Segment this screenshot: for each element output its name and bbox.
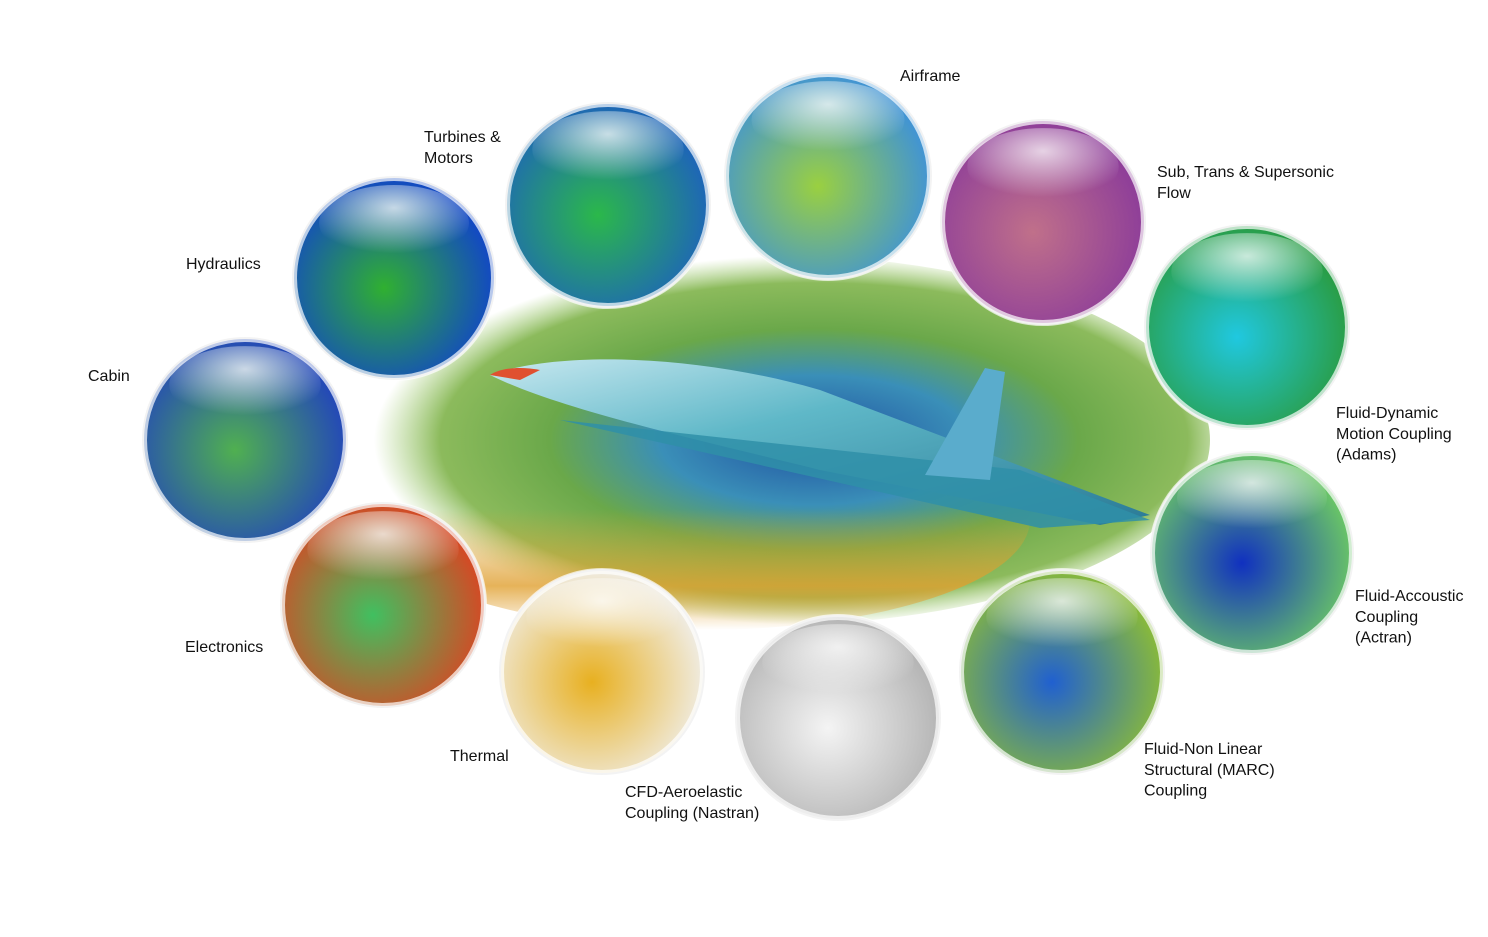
circle-edge [939,118,1147,326]
topic-circles [141,71,1355,822]
topic-label: Sub, Trans & Supersonic [1157,164,1334,181]
topic-circle [1143,223,1351,431]
topic-label: Coupling (Nastran) [625,805,759,822]
topic-labels: Turbines & Motors Airframe Sub, Trans & Sup… [88,68,1463,822]
circle-edge [958,568,1166,776]
topic-circle [141,336,349,544]
topic-label: Coupling [1355,609,1418,626]
topic-circle [734,614,942,822]
topic-label: Airframe [900,68,961,85]
topic-circle [939,118,1147,326]
aircraft [490,359,1150,528]
circle-gloss [169,346,321,423]
circle-gloss [532,111,684,188]
topic-label: Motion Coupling [1336,426,1452,443]
topic-label: (Adams) [1336,447,1396,464]
topic-label: Fluid-Non Linear [1144,741,1263,758]
topic-circle [498,568,706,776]
topic-circle [279,501,487,709]
topic-label: CFD-Aeroelastic [625,784,742,801]
topic-label: Structural (MARC) [1144,762,1275,779]
topic-label: Flow [1157,185,1191,202]
circle-gloss [751,81,905,159]
topic-label: Coupling [1144,783,1207,800]
circle-gloss [986,578,1138,655]
circle-gloss [307,511,459,588]
circle-edge [734,614,942,822]
topic-circle [504,101,712,309]
circle-gloss [1171,233,1323,310]
circle-gloss [319,185,469,261]
circle-gloss [762,624,914,701]
topic-label: Turbines & [424,129,501,146]
topic-label: Electronics [185,639,263,656]
circle-edge [141,336,349,544]
circle-edge [279,501,487,709]
circle-gloss [1177,460,1327,536]
topic-label: Cabin [88,368,130,385]
topic-label: Motors [424,150,473,167]
topic-label: Hydraulics [186,256,261,273]
topic-label: Fluid-Accoustic [1355,588,1463,605]
topic-label: Thermal [450,748,509,765]
circle-edge [1143,223,1351,431]
topic-circle [291,175,497,381]
topic-circle [723,71,933,281]
circle-edge [498,568,706,776]
circle-edge [504,101,712,309]
topic-circle [1149,450,1355,656]
topic-label: Fluid-Dynamic [1336,405,1438,422]
circle-edge [1149,450,1355,656]
topic-circle [958,568,1166,776]
circle-gloss [526,578,678,655]
circle-edge [291,175,497,381]
topic-label: (Actran) [1355,630,1412,647]
circle-edge [723,71,933,281]
circle-gloss [967,128,1119,205]
